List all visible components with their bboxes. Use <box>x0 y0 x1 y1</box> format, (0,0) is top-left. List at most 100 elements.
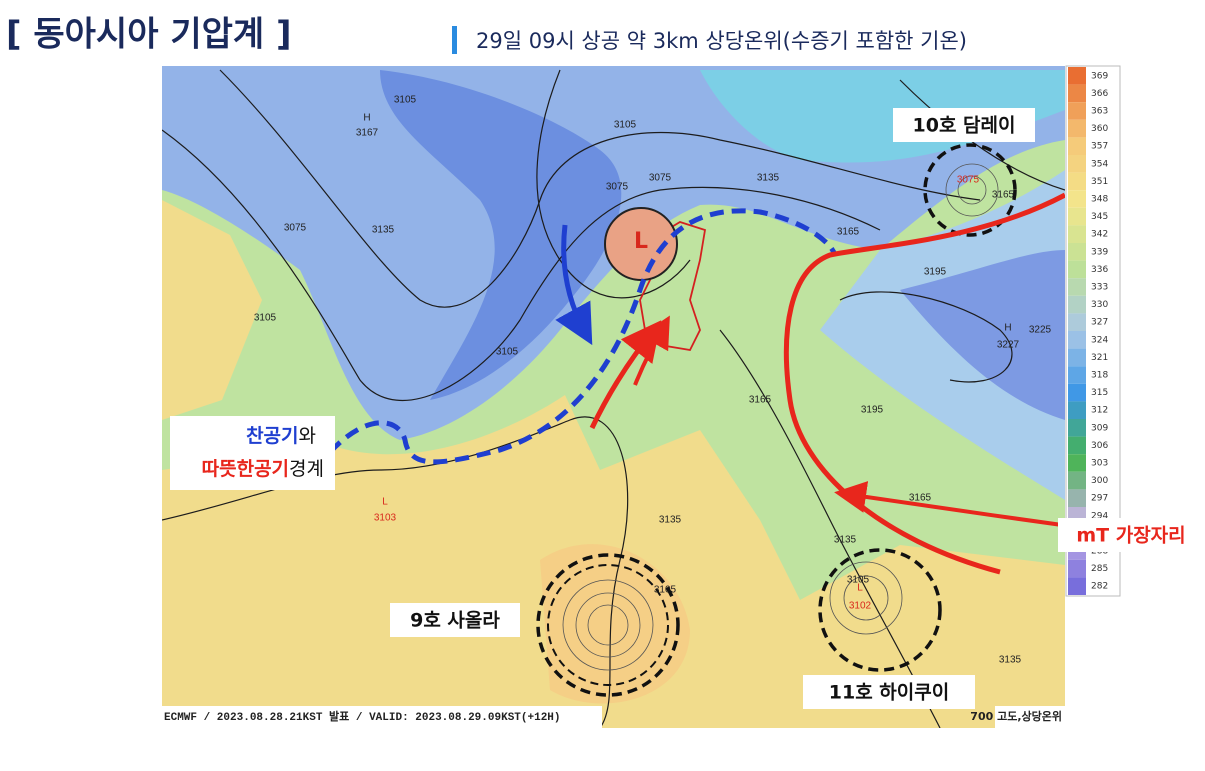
title: [ 동아시아 기압계 ] <box>6 15 292 55</box>
colorbar-label: 333 <box>1091 283 1108 293</box>
colorbar-label: 330 <box>1091 300 1108 310</box>
colorbar-label: 348 <box>1091 195 1108 205</box>
colorbar-swatch <box>1068 260 1086 279</box>
colorbar-swatch <box>1068 119 1086 138</box>
colorbar-swatch <box>1068 295 1086 314</box>
warm-text: 따뜻한공기 <box>202 458 289 480</box>
colorbar-label: 282 <box>1091 582 1108 592</box>
border-text: 경계 <box>289 458 324 480</box>
colorbar-label: 294 <box>1091 511 1108 521</box>
colorbar-label: 357 <box>1091 142 1108 152</box>
contour-label: 3165 <box>749 395 772 406</box>
label-box <box>1058 518 1205 552</box>
contour-label: 3105 <box>254 313 277 324</box>
contour-label: 3075 <box>284 223 307 234</box>
colorbar-swatch <box>1068 278 1086 296</box>
colorbar-label: 312 <box>1091 406 1108 416</box>
colorbar-swatch <box>1068 471 1086 490</box>
colorbar-label: 297 <box>1091 494 1108 504</box>
colorbar-label: 354 <box>1091 159 1108 169</box>
contour-label: 3075 <box>957 175 980 186</box>
boundary-label: 따뜻한공기경계 <box>202 458 324 480</box>
map: L H 3167 3105 3075 3135 3105 3105 3075 3075 3135 3… <box>162 66 1065 728</box>
label-box <box>390 603 520 637</box>
colorbar-swatch <box>1068 190 1086 208</box>
colorbar-label: 285 <box>1091 564 1108 574</box>
contour-label: 3135 <box>372 225 395 236</box>
colorbar-label: 369 <box>1091 71 1108 81</box>
label-box <box>803 675 975 709</box>
contour-label: 3165 <box>909 493 932 504</box>
colorbar-label: 327 <box>1091 318 1108 328</box>
mt-label: mT 가장자리 <box>1076 525 1185 547</box>
colorbar-swatch <box>1068 172 1086 191</box>
contour-label: 3195 <box>924 267 947 278</box>
contour-label: L <box>382 497 388 508</box>
typhoon-label: 11호 하이쿠이 <box>829 682 949 704</box>
footer-right: 700 고도,상당온위 <box>970 709 1062 723</box>
contour-label: H <box>363 113 370 124</box>
colorbar-label: 321 <box>1091 353 1108 363</box>
contour-label: 3135 <box>757 173 780 184</box>
contour-label: 3195 <box>861 405 884 416</box>
label-box <box>170 416 335 490</box>
contour-label: 3102 <box>849 601 872 612</box>
colorbar-swatch <box>1068 102 1086 120</box>
contour-label: 3225 <box>1029 325 1052 336</box>
colorbar-label: 339 <box>1091 247 1108 257</box>
colorbar-swatch <box>1068 454 1086 472</box>
contour-label: 3105 <box>847 575 870 586</box>
colorbar-swatch <box>1068 225 1086 243</box>
boundary-label: 찬공기와 <box>246 425 316 447</box>
cold-text: 찬공기 <box>246 425 298 447</box>
subtitle: 29일 09시 상공 약 3km 상당온위(수증기 포함한 기온) <box>476 29 967 53</box>
colorbar-swatch <box>1068 489 1086 507</box>
contour-label: 3135 <box>834 535 857 546</box>
colorbar-label: 306 <box>1091 441 1108 451</box>
colorbar-label: 324 <box>1091 335 1108 345</box>
and-text: 와 <box>299 425 316 447</box>
colorbar-swatch <box>1068 348 1086 367</box>
contour-label: 3075 <box>649 173 672 184</box>
contour-label: 3167 <box>356 128 379 139</box>
contour-label: L <box>857 583 863 594</box>
colorbar-swatch <box>1068 577 1086 595</box>
typhoon-label: 9호 사올라 <box>410 610 500 632</box>
colorbar-swatch <box>1068 207 1086 226</box>
subtitle-bar <box>452 26 457 54</box>
colorbar-label: 318 <box>1091 371 1108 381</box>
contour-label: 3135 <box>999 655 1022 666</box>
colorbar-swatch <box>1068 331 1086 349</box>
contour-label: H <box>1004 323 1011 334</box>
colorbar-label: 300 <box>1091 476 1108 486</box>
typhoon-label: 10호 담레이 <box>913 115 1016 137</box>
contour-label: 3227 <box>997 340 1020 351</box>
colorbar-label: 360 <box>1091 124 1108 134</box>
colorbar-swatch <box>1068 383 1086 402</box>
contour-label: 3135 <box>659 515 682 526</box>
colorbar-swatch <box>1068 436 1086 455</box>
contour-label: 3165 <box>837 227 860 238</box>
colorbar-label: 351 <box>1091 177 1108 187</box>
contour-label: 3105 <box>654 585 677 596</box>
colorbar-label: 366 <box>1091 89 1108 99</box>
contour-label: 3105 <box>614 120 637 131</box>
contour-label: 3075 <box>606 182 629 193</box>
colorbar-swatch <box>1068 313 1086 331</box>
colorbar-label: 315 <box>1091 388 1108 398</box>
colorbar-label: 336 <box>1091 265 1108 275</box>
colorbar-swatch <box>1068 366 1086 384</box>
low-marker: L <box>634 229 648 254</box>
colorbar-label: 309 <box>1091 423 1108 433</box>
colorbar-swatch <box>1068 243 1086 261</box>
colorbar-label: 363 <box>1091 107 1108 117</box>
contour-label: 3105 <box>394 95 417 106</box>
colorbar-swatch <box>1068 67 1086 85</box>
colorbar-label: 303 <box>1091 459 1108 469</box>
contour-label: 3165 <box>992 190 1015 201</box>
footer-left: ECMWF / 2023.08.28.21KST 발표 / VALID: 202… <box>164 709 561 724</box>
label-box <box>893 108 1035 142</box>
colorbar-swatch <box>1068 155 1086 173</box>
colorbar-swatch <box>1068 419 1086 437</box>
